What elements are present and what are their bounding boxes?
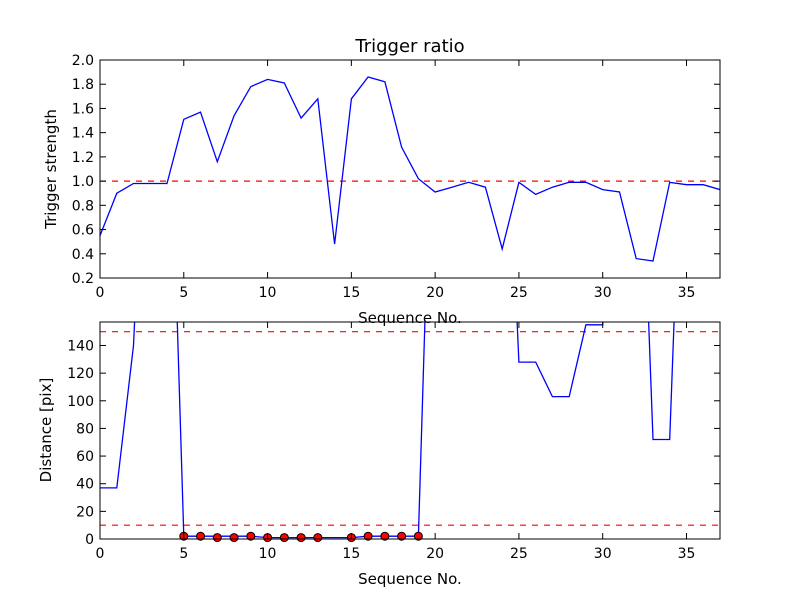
x-axis-label-top: Sequence No.: [358, 309, 462, 327]
series-line-0: [100, 76, 720, 262]
y-tick-label: 2.0: [72, 53, 94, 69]
x-tick-label: 5: [179, 285, 188, 301]
data-point: [413, 531, 423, 541]
x-tick-label: 30: [594, 285, 612, 301]
data-point: [196, 531, 206, 541]
y-tick-label: 0.6: [72, 223, 94, 239]
x-axis-label-bottom: Sequence No.: [358, 570, 462, 588]
y-tick-label: 40: [76, 477, 94, 493]
y-tick-label: 80: [76, 421, 94, 437]
data-point: [397, 531, 407, 541]
x-tick-label: 30: [594, 546, 612, 562]
y-tick-label: 20: [76, 504, 94, 520]
y-tick-label: 1.6: [72, 101, 94, 117]
data-point: [246, 531, 256, 541]
data-point: [363, 531, 373, 541]
data-point: [212, 533, 222, 543]
data-point: [279, 533, 289, 543]
trigger-ratio-axes: Trigger ratio Sequence No. Trigger stren…: [42, 36, 721, 327]
ticks-top: 0 5 10 15 20 25 30 35 0.2 0.4 0.6 0.8 1.0 1.2 1.4 1.6 1.…: [72, 53, 720, 301]
series-line-0: [100, 322, 675, 539]
y-tick-label: 140: [67, 338, 94, 354]
x-tick-label: 35: [678, 285, 696, 301]
y-tick-label: 120: [67, 366, 94, 382]
y-axis-label-top: Trigger strength: [42, 109, 60, 230]
x-tick-label: 25: [510, 285, 528, 301]
trigger-strength-series: [100, 76, 720, 262]
data-point: [313, 533, 323, 543]
x-tick-label: 35: [678, 546, 696, 562]
data-point: [380, 531, 390, 541]
y-tick-label: 1.8: [72, 77, 94, 93]
x-tick-label: 10: [259, 285, 277, 301]
x-tick-label: 0: [96, 285, 105, 301]
y-axis-label-bottom: Distance [pix]: [37, 378, 55, 483]
data-point: [229, 533, 239, 543]
ticks-bottom: 0 5 10 15 20 25 30 35 0 20 40 60 80 100 120 140: [67, 322, 720, 562]
y-tick-label: 1.2: [72, 150, 94, 166]
distance-axes: Sequence No. Distance [pix] 0 5 10 15 20 25 30…: [37, 321, 721, 588]
x-tick-label: 20: [426, 285, 444, 301]
y-tick-label: 100: [67, 394, 94, 410]
chart-title: Trigger ratio: [354, 36, 464, 57]
y-tick-label: 0.8: [72, 198, 94, 214]
x-tick-label: 15: [342, 546, 360, 562]
plot-frame-top: [99, 59, 721, 279]
y-tick-label: 0.2: [72, 271, 94, 287]
plot-frame-bottom: [99, 321, 721, 540]
x-tick-label: 5: [179, 546, 188, 562]
x-tick-label: 20: [426, 546, 444, 562]
reference-lines-bottom: [100, 331, 720, 526]
y-tick-label: 1.0: [72, 174, 94, 190]
y-tick-label: 0.4: [72, 247, 94, 263]
y-tick-label: 0: [85, 532, 94, 548]
x-tick-label: 25: [510, 546, 528, 562]
distance-series: [100, 322, 675, 539]
distance-markers: [179, 531, 423, 543]
x-tick-label: 15: [342, 285, 360, 301]
y-tick-label: 1.4: [72, 126, 94, 142]
y-tick-label: 60: [76, 449, 94, 465]
x-tick-label: 10: [259, 546, 277, 562]
data-point: [296, 533, 306, 543]
x-tick-label: 0: [96, 546, 105, 562]
